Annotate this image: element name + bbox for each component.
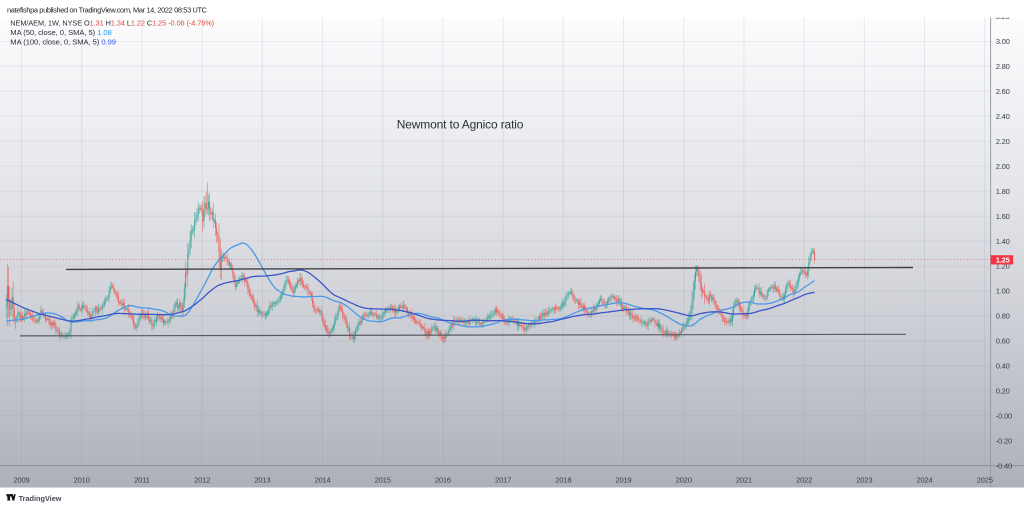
svg-text:2012: 2012 <box>194 475 210 484</box>
svg-text:2021: 2021 <box>736 475 752 484</box>
svg-text:3.00: 3.00 <box>996 37 1010 46</box>
svg-text:NEM/AEM, 1W, NYSE O1.31 H1.34: NEM/AEM, 1W, NYSE O1.31 H1.34 L1.22 C1.2… <box>10 18 214 27</box>
svg-text:2024: 2024 <box>916 475 932 484</box>
svg-text:2.60: 2.60 <box>996 87 1010 96</box>
svg-text:1.40: 1.40 <box>996 237 1010 246</box>
svg-text:0.40: 0.40 <box>996 362 1010 371</box>
svg-text:-0.20: -0.20 <box>996 436 1012 445</box>
svg-text:-0.40: -0.40 <box>996 461 1012 470</box>
svg-text:2009: 2009 <box>13 475 29 484</box>
svg-text:2017: 2017 <box>495 475 511 484</box>
svg-text:Newmont to Agnico ratio: Newmont to Agnico ratio <box>397 118 524 132</box>
svg-text:MA (50, close, 0, SMA, 5) 1.08: MA (50, close, 0, SMA, 5) 1.08 <box>10 28 112 37</box>
svg-text:2.00: 2.00 <box>996 162 1010 171</box>
svg-text:1.60: 1.60 <box>996 212 1010 221</box>
svg-text:1.25: 1.25 <box>996 256 1010 265</box>
svg-text:2.80: 2.80 <box>996 62 1010 71</box>
svg-text:natefishpa published on Tradin: natefishpa published on TradingView.com,… <box>7 5 208 14</box>
svg-text:2018: 2018 <box>555 475 571 484</box>
svg-text:2011: 2011 <box>134 475 150 484</box>
svg-text:1.80: 1.80 <box>996 187 1010 196</box>
svg-text:2.40: 2.40 <box>996 112 1010 121</box>
svg-text:2013: 2013 <box>254 475 270 484</box>
svg-text:2.20: 2.20 <box>996 137 1010 146</box>
svg-text:1.20: 1.20 <box>996 262 1010 271</box>
svg-text:2016: 2016 <box>435 475 451 484</box>
svg-text:2015: 2015 <box>375 475 391 484</box>
svg-text:2010: 2010 <box>74 475 90 484</box>
svg-text:2023: 2023 <box>856 475 872 484</box>
svg-text:MA (100, close, 0, SMA, 5) 0.9: MA (100, close, 0, SMA, 5) 0.99 <box>10 38 116 47</box>
svg-text:2025: 2025 <box>977 475 993 484</box>
svg-text:0.80: 0.80 <box>996 312 1010 321</box>
svg-text:-0.00: -0.00 <box>996 411 1012 420</box>
svg-text:0.20: 0.20 <box>996 386 1010 395</box>
svg-text:1.00: 1.00 <box>996 287 1010 296</box>
svg-text:2022: 2022 <box>796 475 812 484</box>
svg-text:2014: 2014 <box>314 475 330 484</box>
svg-text:2020: 2020 <box>676 475 692 484</box>
svg-text:2019: 2019 <box>615 475 631 484</box>
svg-text:TradingView: TradingView <box>19 494 62 503</box>
svg-text:0.60: 0.60 <box>996 337 1010 346</box>
